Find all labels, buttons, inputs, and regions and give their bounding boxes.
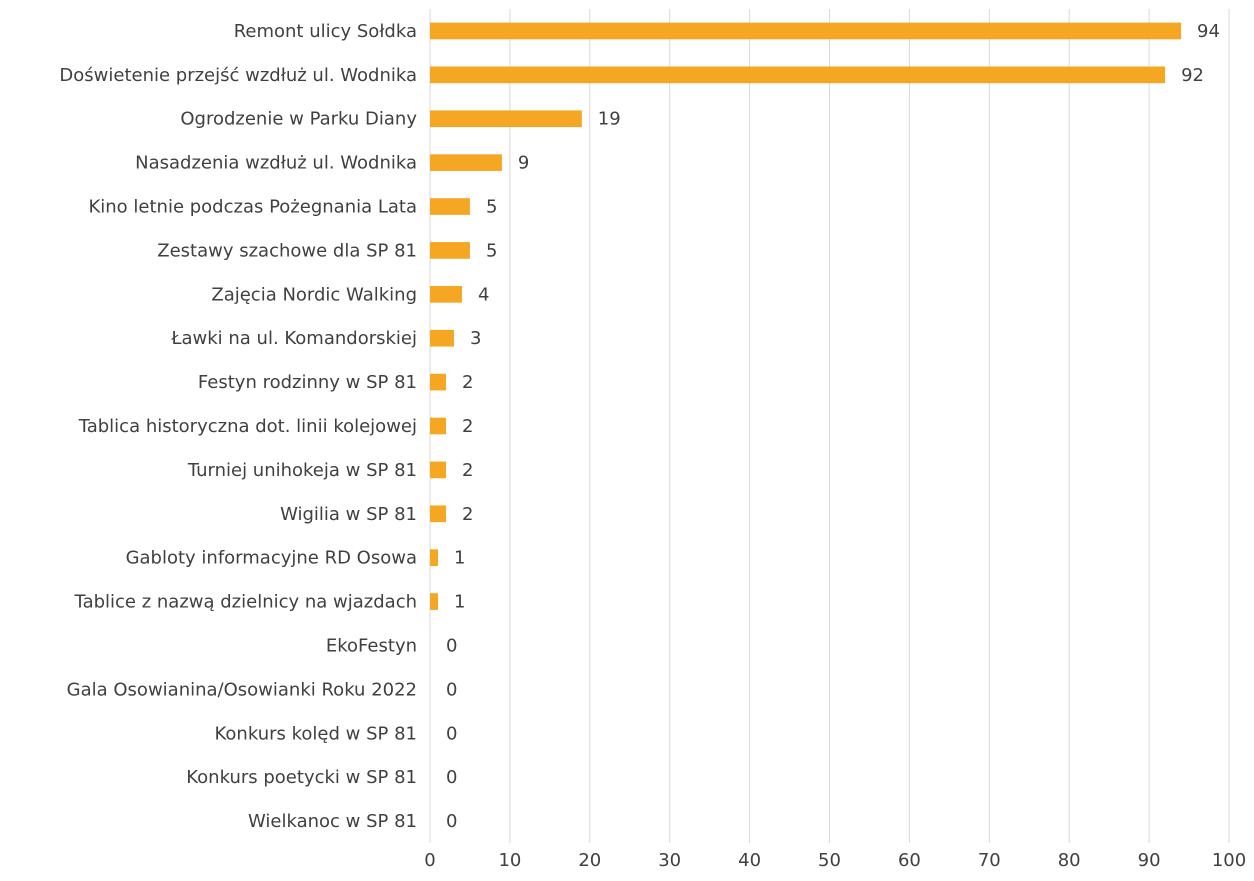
y-tick-label: Konkurs poetycki w SP 81 bbox=[186, 767, 417, 788]
y-tick-label: EkoFestyn bbox=[326, 635, 417, 656]
data-label: 1 bbox=[454, 548, 465, 569]
data-label: 9 bbox=[518, 153, 529, 174]
y-tick-label: Kino letnie podczas Pożegnania Lata bbox=[88, 197, 417, 218]
data-label: 0 bbox=[446, 635, 457, 656]
x-tick-label: 60 bbox=[898, 850, 921, 871]
data-label: 5 bbox=[486, 197, 497, 218]
y-tick-label: Ogrodzenie w Parku Diany bbox=[180, 109, 417, 130]
bar bbox=[430, 66, 1166, 84]
bar bbox=[430, 549, 438, 567]
x-tick-label: 30 bbox=[658, 850, 681, 871]
data-label: 0 bbox=[446, 811, 457, 832]
data-label: 3 bbox=[470, 328, 481, 349]
data-label: 2 bbox=[462, 460, 473, 481]
data-label: 0 bbox=[446, 767, 457, 788]
bar bbox=[430, 22, 1182, 40]
bar bbox=[430, 285, 462, 303]
data-label: 2 bbox=[462, 416, 473, 437]
data-label: 19 bbox=[598, 109, 621, 130]
y-tick-label: Turniej unihokeja w SP 81 bbox=[187, 460, 417, 481]
bar bbox=[430, 329, 454, 347]
x-tick-label: 90 bbox=[1138, 850, 1161, 871]
data-label: 5 bbox=[486, 240, 497, 261]
y-tick-label: Konkurs kolęd w SP 81 bbox=[215, 723, 417, 744]
x-tick-label: 0 bbox=[424, 850, 435, 871]
bar bbox=[430, 198, 470, 215]
data-label: 1 bbox=[454, 592, 465, 613]
y-tick-label: Tablice z nazwą dzielnicy na wjazdach bbox=[74, 592, 417, 613]
bar bbox=[430, 593, 438, 610]
x-tick-label: 50 bbox=[818, 850, 841, 871]
data-label: 0 bbox=[446, 679, 457, 700]
y-tick-label: Gala Osowianina/Osowianki Roku 2022 bbox=[67, 679, 417, 700]
data-label: 0 bbox=[446, 723, 457, 744]
y-tick-label: Tablica historyczna dot. linii kolejowej bbox=[78, 416, 417, 437]
bar bbox=[430, 110, 582, 128]
bar bbox=[430, 154, 502, 171]
y-tick-label: Gabloty informacyjne RD Osowa bbox=[126, 548, 417, 569]
x-tick-label: 70 bbox=[978, 850, 1001, 871]
y-tick-label: Zajęcia Nordic Walking bbox=[211, 284, 417, 305]
bar bbox=[430, 373, 446, 391]
bar bbox=[430, 505, 446, 523]
x-tick-label: 40 bbox=[738, 850, 761, 871]
x-tick-label: 100 bbox=[1212, 850, 1246, 871]
y-tick-label: Zestawy szachowe dla SP 81 bbox=[157, 240, 417, 261]
data-label: 94 bbox=[1197, 21, 1220, 42]
data-label: 4 bbox=[478, 284, 489, 305]
data-label: 2 bbox=[462, 372, 473, 393]
bar bbox=[430, 461, 446, 479]
y-tick-label: Wielkanoc w SP 81 bbox=[248, 811, 417, 832]
bar bbox=[430, 242, 470, 259]
x-tick-label: 20 bbox=[578, 850, 601, 871]
x-tick-label: 10 bbox=[498, 850, 521, 871]
y-tick-label: Ławki na ul. Komandorskiej bbox=[170, 328, 417, 349]
y-tick-label: Remont ulicy Sołdka bbox=[234, 21, 417, 42]
data-label: 2 bbox=[462, 504, 473, 525]
data-label: 92 bbox=[1181, 65, 1204, 86]
bar bbox=[430, 417, 446, 435]
y-tick-label: Festyn rodzinny w SP 81 bbox=[198, 372, 417, 393]
y-tick-label: Nasadzenia wzdłuż ul. Wodnika bbox=[135, 153, 417, 174]
x-tick-label: 80 bbox=[1058, 850, 1081, 871]
y-tick-label: Doświetenie przejść wzdłuż ul. Wodnika bbox=[59, 65, 417, 86]
y-tick-label: Wigilia w SP 81 bbox=[280, 504, 417, 525]
